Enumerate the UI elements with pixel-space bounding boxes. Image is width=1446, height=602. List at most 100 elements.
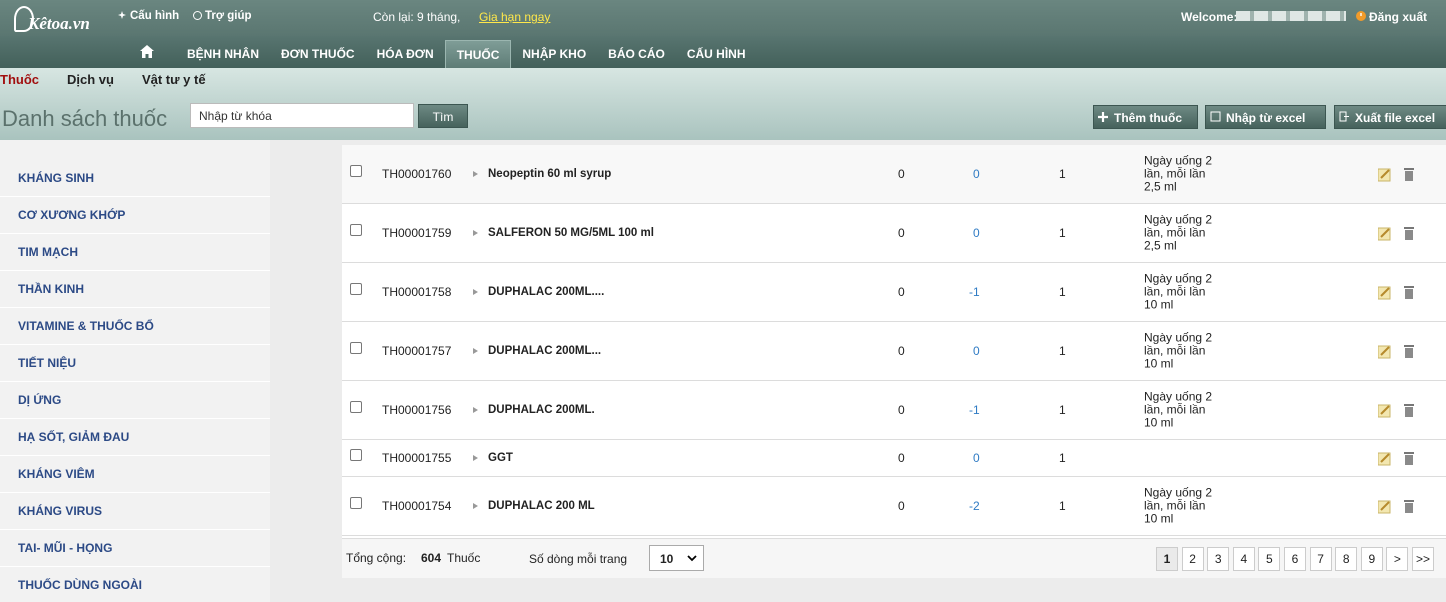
logo-mark [14,6,34,32]
category-item[interactable]: KHÁNG VIRUS [0,493,270,530]
usage-line: Ngày uống 2 [1144,153,1213,168]
action-icons[interactable] [1377,284,1424,300]
qty-cell: 0 [898,451,905,465]
table-row: TH00001756 DUPHALAC 200ML. 0 -1 1 Ngày uống 2… [342,381,1446,440]
row-actions [1377,402,1424,418]
usage-line: 10 ml [1144,297,1174,312]
category-item[interactable]: DỊ ỨNG [0,382,270,419]
logout-link[interactable]: Đăng xuất [1369,10,1428,24]
add-icon [1098,112,1108,122]
action-icons[interactable] [1377,343,1424,359]
action-icons[interactable] [1377,498,1424,514]
row-checkbox[interactable] [350,449,362,461]
page-link[interactable]: 1 [1156,547,1178,571]
sub-nav: Thuốc Dịch vụ Vật tư y tế [0,72,234,87]
total-label: Tổng cộng: [346,551,407,565]
page-size-select[interactable]: 10 [649,545,704,571]
usage-line: lần, mỗi lần [1144,225,1206,240]
row-checkbox[interactable] [350,497,362,509]
expand-arrow[interactable] [473,348,478,354]
expand-arrow[interactable] [473,171,478,177]
export-icon [1339,111,1349,122]
drug-table: TH00001760 Neopeptin 60 ml syrup 0 0 1 Ngày u… [342,145,1446,578]
total-unit: Thuốc [447,551,481,565]
expand-arrow[interactable] [473,455,478,461]
category-sidebar: KHÁNG SINH CƠ XƯƠNG KHỚP TIM MẠCH THẦN KINH… [0,140,270,602]
page-link[interactable]: 6 [1284,547,1306,571]
add-button[interactable]: Thêm thuốc [1093,105,1198,129]
category-item[interactable]: TAI- MŨI - HỌNG [0,530,270,567]
page-link[interactable]: 8 [1335,547,1358,571]
row-checkbox[interactable] [350,224,362,236]
row-checkbox[interactable] [350,283,362,295]
row-checkbox[interactable] [350,165,362,177]
nav-item[interactable]: NHẬP KHO [522,47,587,61]
page-link[interactable]: 7 [1309,547,1332,571]
nav-item[interactable]: ĐƠN THUỐC [281,47,355,61]
nav-item[interactable]: BỆNH NHÂN [187,47,259,61]
select-chevron [687,555,697,562]
page-link[interactable]: 4 [1232,547,1255,571]
drug-name[interactable]: GGT [488,452,513,464]
category-item[interactable]: TIM MẠCH [0,234,270,271]
drug-name[interactable]: DUPHALAC 200ML.... [488,286,605,298]
usage-line: lần, mỗi lần [1144,343,1206,358]
subnav-item[interactable]: Dịch vụ [67,72,114,87]
subnav-item[interactable]: Vật tư y tế [141,72,206,87]
subnav-item[interactable]: Thuốc [0,72,39,87]
expand-arrow[interactable] [473,407,478,413]
category-item[interactable]: THẦN KINH [0,271,270,308]
category-item[interactable]: HẠ SỐT, GIẢM ĐAU [0,419,270,456]
usage-line: Ngày uống 2 [1144,212,1213,227]
import-button[interactable]: Nhập từ excel [1205,105,1326,129]
category-item[interactable]: TIẾT NIỆU [0,345,270,382]
expand-arrow[interactable] [473,503,478,509]
expand-arrow[interactable] [473,289,478,295]
export-button[interactable]: Xuất file excel [1334,105,1446,129]
category-item[interactable]: KHÁNG SINH [0,160,270,197]
home-icon[interactable] [140,45,154,58]
row-checkbox[interactable] [350,342,362,354]
page-link[interactable]: >> [1412,547,1434,571]
drug-name[interactable]: SALFERON 50 MG/5ML 100 ml [488,227,654,239]
expand-arrow[interactable] [473,230,478,236]
usage-note: Ngày uống 2 lần, mỗi lần 10 ml [1144,390,1212,430]
nav-item[interactable]: HÓA ĐƠN [376,47,434,61]
drug-name[interactable]: DUPHALAC 200ML... [488,345,602,357]
row-actions [1377,450,1424,466]
action-icons[interactable] [1377,450,1424,466]
action-icons[interactable] [1377,402,1424,418]
row-actions [1377,343,1424,359]
drug-name[interactable]: DUPHALAC 200 ML [488,500,595,512]
drug-name[interactable]: DUPHALAC 200ML. [488,404,595,416]
usage-line: Ngày uống 2 [1144,271,1213,286]
page-link[interactable]: 2 [1181,547,1204,571]
main-nav: BỆNH NHÂN ĐƠN THUỐC HÓA ĐƠN THUỐC NHẬP KHO BÁ… [176,36,757,68]
config-link[interactable]: Cấu hình [130,10,180,22]
page-link[interactable]: 5 [1258,547,1281,571]
table-footer: Tổng cộng: 604 Thuốc Số dòng mỗi trang 10 1 2 3… [342,538,1446,578]
category-item[interactable]: VITAMINE & THUỐC BỔ [0,308,270,345]
help-link[interactable]: Trợ giúp [205,10,252,22]
row-checkbox[interactable] [350,401,362,413]
page-link[interactable]: 9 [1360,547,1383,571]
renew-link[interactable]: Gia hạn ngay [479,10,551,24]
search-button[interactable]: Tìm [418,104,468,128]
page-link[interactable]: 3 [1207,547,1230,571]
table-row: TH00001757 DUPHALAC 200ML... 0 0 1 Ngày uống … [342,322,1446,381]
category-item[interactable]: KHÁNG VIÊM [0,456,270,493]
nav-item[interactable]: CẤU HÌNH [686,47,746,61]
search-input[interactable]: Nhập từ khóa [190,103,414,128]
logo[interactable]: Kêtoa.vn [28,14,90,33]
drug-name[interactable]: Neopeptin 60 ml syrup [488,168,612,180]
action-icons[interactable] [1377,166,1424,182]
nav-item[interactable]: BÁO CÁO [608,47,665,61]
action-icons[interactable] [1377,225,1424,241]
category-item[interactable]: THUỐC DÙNG NGOÀI [0,567,270,602]
unit-cell: 1 [1059,403,1066,417]
category-item[interactable]: CƠ XƯƠNG KHỚP [0,197,270,234]
page-link[interactable]: > [1386,547,1409,571]
nav-item[interactable]: THUỐC [444,40,512,68]
usage-line: 2,5 ml [1144,238,1177,253]
qty-cell: 0 [898,226,905,240]
